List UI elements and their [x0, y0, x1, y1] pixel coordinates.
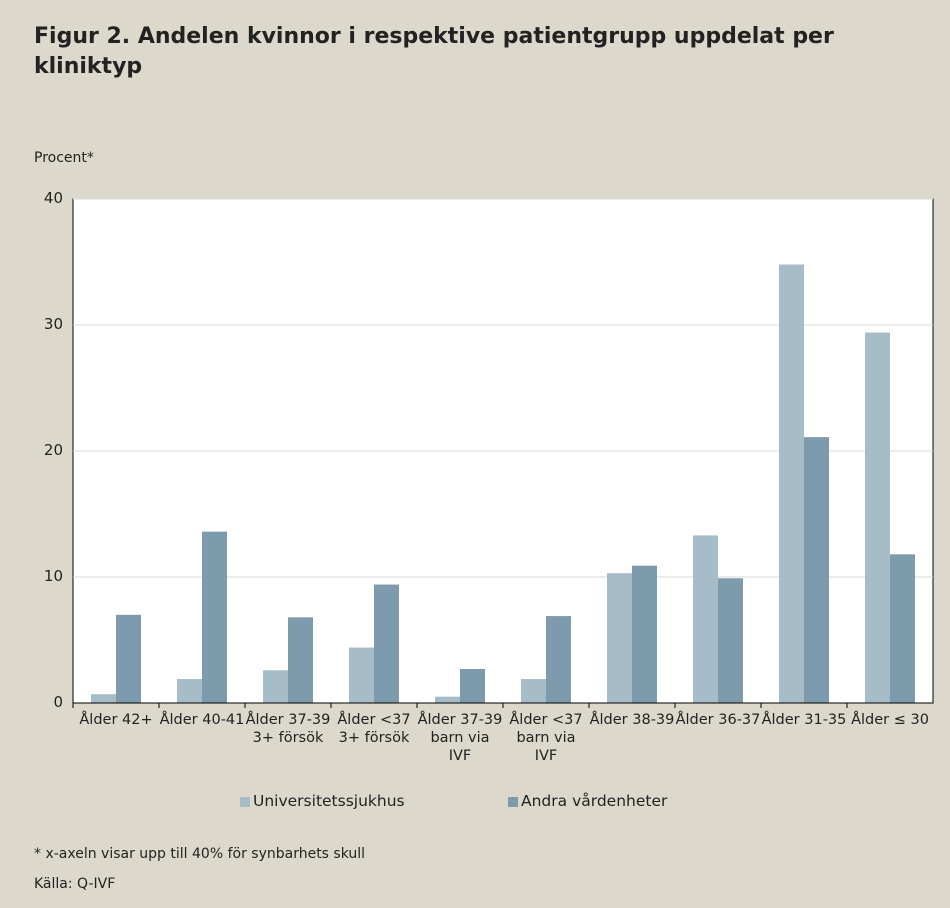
y-tick-label: 40 [43, 189, 63, 207]
x-tick-label: Ålder ≤ 30 [851, 712, 929, 728]
legend-label: Universitetssjukhus [253, 792, 405, 810]
bar [693, 535, 718, 703]
chart-title: Figur 2. Andelen kvinnor i respektive pa… [34, 24, 834, 79]
source: Källa: Q-IVF [34, 876, 116, 892]
bar [865, 332, 890, 703]
y-tick-label: 0 [53, 693, 63, 711]
x-tick-label: Ålder <37 barn via IVF [509, 712, 583, 764]
bar [374, 584, 399, 703]
bar [263, 670, 288, 703]
x-tick-label: Ålder 38-39 [589, 712, 675, 728]
bar [116, 614, 141, 703]
x-tick-label: Ålder 37-39 barn via IVF [417, 712, 503, 764]
bar [349, 647, 374, 703]
legend-swatch [508, 797, 518, 807]
bar [288, 617, 313, 703]
bar [435, 696, 460, 703]
bar [202, 531, 227, 703]
bar [177, 679, 202, 703]
x-tick-label: Ålder 42+ [79, 712, 153, 728]
bar [521, 679, 546, 703]
bar [460, 668, 485, 703]
y-tick-label: 20 [43, 441, 63, 459]
x-tick-label: Ålder 31-35 [761, 712, 847, 728]
y-tick-label: 10 [43, 567, 63, 585]
y-axis-label: Procent* [34, 150, 94, 166]
bar [804, 437, 829, 703]
bar [890, 554, 915, 703]
x-tick-label: Ålder 36-37 [675, 712, 761, 728]
bar [779, 264, 804, 703]
bar [718, 578, 743, 703]
x-tick-label: Ålder <37 3+ försök [337, 712, 411, 746]
bar [632, 565, 657, 703]
footnote: * x-axeln visar upp till 40% för synbarh… [34, 846, 366, 862]
legend-swatch [240, 797, 250, 807]
bar [546, 616, 571, 703]
x-tick-label: Ålder 40-41 [159, 712, 245, 728]
bar [91, 694, 116, 703]
legend-label: Andra vårdenheter [521, 792, 668, 810]
y-tick-label: 30 [43, 315, 63, 333]
x-tick-label: Ålder 37-39 3+ försök [245, 712, 331, 746]
bar [607, 573, 632, 703]
